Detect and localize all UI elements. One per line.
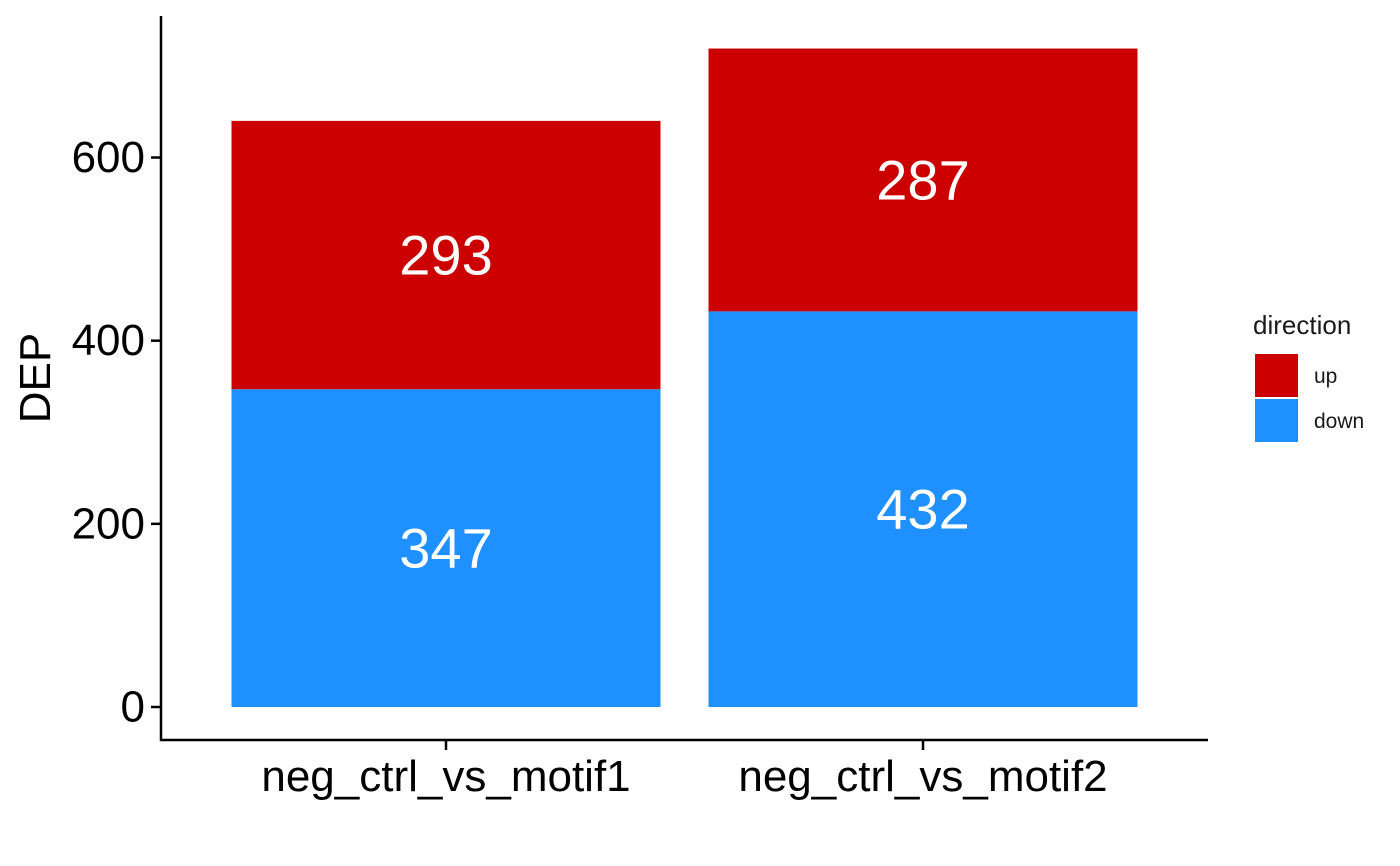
y-tick-label: 600 <box>72 133 145 182</box>
data-labels-layer: 347 293 432 287 <box>399 148 969 579</box>
y-tick-label: 200 <box>72 499 145 548</box>
data-label-neg-ctrl-vs-motif1-down: 347 <box>399 517 492 580</box>
y-axis-title: DEP <box>11 333 60 423</box>
data-label-neg-ctrl-vs-motif2-up: 287 <box>876 148 969 211</box>
bar-neg-ctrl-vs-motif1-up <box>231 120 661 390</box>
bar-neg-ctrl-vs-motif2-up <box>708 48 1138 312</box>
x-tick-label: neg_ctrl_vs_motif2 <box>738 752 1107 801</box>
y-tick-label: 0 <box>121 683 145 732</box>
legend: direction up down <box>1253 310 1364 442</box>
x-tick-label: neg_ctrl_vs_motif1 <box>261 752 630 801</box>
y-tick-label: 400 <box>72 316 145 365</box>
legend-title: direction <box>1253 310 1351 340</box>
bar-neg-ctrl-vs-motif1-down <box>231 389 661 707</box>
legend-label-down: down <box>1314 410 1364 433</box>
data-label-neg-ctrl-vs-motif2-down: 432 <box>876 478 969 541</box>
legend-swatch-down <box>1255 399 1298 442</box>
bars-layer <box>231 48 1138 707</box>
bar-neg-ctrl-vs-motif2-down <box>708 311 1138 707</box>
data-label-neg-ctrl-vs-motif1-up: 293 <box>399 224 492 287</box>
legend-swatch-up <box>1255 354 1298 397</box>
x-ticks-layer: neg_ctrl_vs_motif1 neg_ctrl_vs_motif2 <box>261 741 1108 801</box>
legend-label-up: up <box>1314 365 1337 388</box>
y-ticks-layer: 0 200 400 600 <box>72 133 160 732</box>
